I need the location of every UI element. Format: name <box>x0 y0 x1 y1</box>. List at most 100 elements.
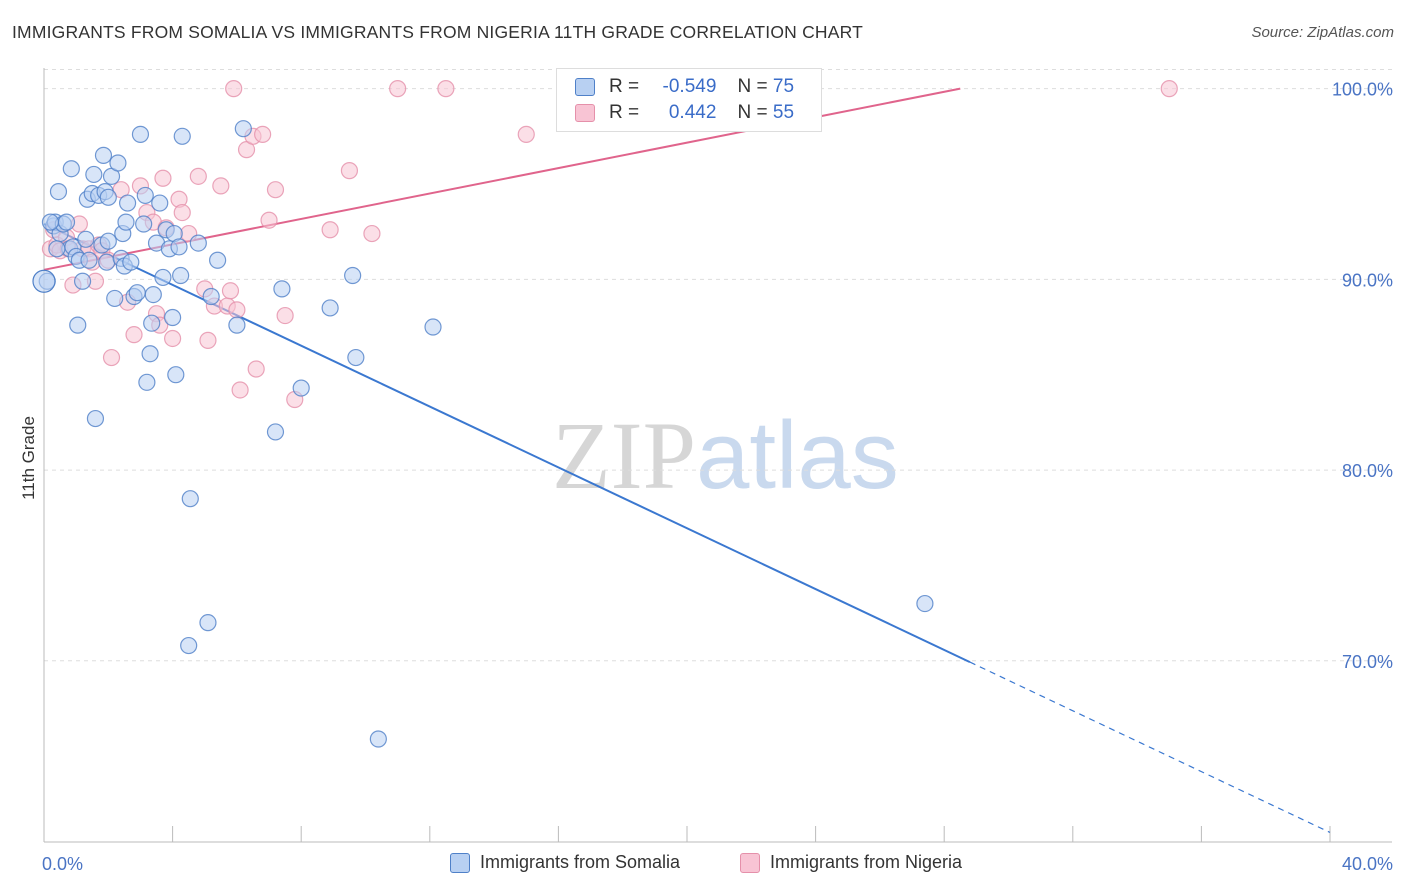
somalia-point <box>49 183 68 201</box>
nigeria-point <box>260 211 278 229</box>
y-tick-label: 100.0% <box>1332 80 1393 100</box>
somalia-point <box>94 146 113 164</box>
trend-lines <box>43 87 1331 834</box>
somalia-point <box>135 215 153 233</box>
legend-row-nigeria: R = 0.442 N = 55 <box>575 101 794 125</box>
somalia-point <box>180 636 198 655</box>
somalia-point <box>321 299 339 317</box>
somalia-point <box>916 594 934 613</box>
somalia-point <box>106 289 124 308</box>
somalia-point <box>292 379 310 397</box>
somalia-point <box>144 286 162 304</box>
y-tick-label: 70.0% <box>1342 652 1393 672</box>
somalia-point <box>131 125 150 143</box>
nigeria-point <box>389 80 407 98</box>
somalia-point <box>199 614 217 632</box>
nigeria-point <box>199 331 217 349</box>
nigeria-point <box>164 329 182 348</box>
correlation-legend: R = -0.549 N = 75 R = 0.442 N = 55 <box>556 68 822 132</box>
nigeria-point <box>221 282 240 300</box>
somalia-point <box>117 213 135 231</box>
n-value: 75 <box>772 76 795 97</box>
x-tick-label: 0.0% <box>42 854 83 874</box>
somalia-point <box>209 251 227 269</box>
somalia-point <box>57 213 76 231</box>
nigeria-point <box>225 80 243 98</box>
somalia-point <box>85 165 103 184</box>
somalia-point <box>80 251 98 269</box>
somalia-swatch <box>575 78 595 96</box>
somalia-point <box>32 269 56 293</box>
nigeria-point <box>125 326 143 344</box>
nigeria-point <box>102 348 121 367</box>
legend-item-somalia[interactable]: Immigrants from Somalia <box>450 852 680 873</box>
nigeria-point <box>247 360 265 378</box>
somalia-legend-swatch <box>450 852 470 873</box>
somalia-point <box>234 120 252 138</box>
r-label: R = <box>609 102 640 123</box>
somalia-point <box>202 287 220 306</box>
nigeria-point <box>189 167 207 185</box>
nigeria-point <box>276 306 294 325</box>
nigeria-point <box>321 221 339 239</box>
y-axis-title: 11th Grade <box>19 416 38 500</box>
somalia-point <box>41 213 60 231</box>
nigeria-point <box>1160 80 1178 98</box>
somalia-point <box>424 318 442 336</box>
series-legend: Immigrants from Somalia Immigrants from … <box>0 852 1406 878</box>
somalia-trend-extension <box>969 661 1331 834</box>
nigeria-point <box>266 181 285 199</box>
nigeria-point <box>437 80 455 98</box>
somalia-point <box>73 272 92 290</box>
nigeria-point <box>254 125 272 143</box>
source-credit: Source: ZipAtlas.com <box>1251 24 1394 41</box>
somalia-point <box>128 284 146 302</box>
y-tick-label: 90.0% <box>1342 270 1393 290</box>
nigeria-point <box>173 203 191 222</box>
watermark-atlas: atlas <box>696 402 899 509</box>
somalia-point <box>138 373 156 391</box>
somalia-point <box>189 234 207 252</box>
somalia-point <box>228 316 246 334</box>
r-value: 0.442 <box>668 102 717 123</box>
nigeria-legend-swatch <box>740 852 760 873</box>
somalia-point <box>122 253 140 271</box>
somalia-point <box>118 194 137 212</box>
n-label: N = <box>737 76 768 97</box>
legend-row-somalia: R = -0.549 N = 75 <box>575 75 794 99</box>
r-value: -0.549 <box>662 76 717 97</box>
somalia-point <box>86 409 105 428</box>
somalia-point <box>154 268 172 287</box>
somalia-point <box>273 280 291 298</box>
legend-label-somalia: Immigrants from Somalia <box>480 852 681 872</box>
somalia-point <box>369 730 387 748</box>
somalia-trend-line <box>43 223 971 664</box>
legend-item-nigeria[interactable]: Immigrants from Nigeria <box>740 852 962 873</box>
nigeria-point <box>517 125 535 143</box>
legend-label-nigeria: Immigrants from Nigeria <box>770 852 963 872</box>
nigeria-point <box>212 177 230 195</box>
x-tick-label: 40.0% <box>1342 854 1393 874</box>
somalia-point <box>69 316 87 334</box>
somalia-point <box>143 314 161 332</box>
somalia-point <box>164 308 182 327</box>
r-label: R = <box>609 76 640 97</box>
nigeria-point <box>228 301 246 319</box>
somalia-point <box>109 154 127 172</box>
somalia-point <box>99 232 117 250</box>
somalia-point <box>344 266 362 285</box>
nigeria-point <box>363 224 381 243</box>
n-value: 55 <box>772 102 795 123</box>
nigeria-point <box>231 381 249 399</box>
somalia-point <box>48 240 66 258</box>
tick-labels: 70.0% 80.0% 90.0% 100.0% 0.0% 40.0% 11th Grade <box>19 80 1393 874</box>
somalia-point <box>181 490 199 508</box>
watermark-zip: ZIP <box>552 402 696 509</box>
chart-title: IMMIGRANTS FROM SOMALIA VS IMMIGRANTS FR… <box>12 22 864 42</box>
somalia-point <box>77 230 95 248</box>
somalia-point <box>141 345 159 363</box>
somalia-point <box>266 423 285 441</box>
zipatlas-watermark: ZIPatlas <box>552 400 899 511</box>
somalia-point <box>173 127 191 145</box>
